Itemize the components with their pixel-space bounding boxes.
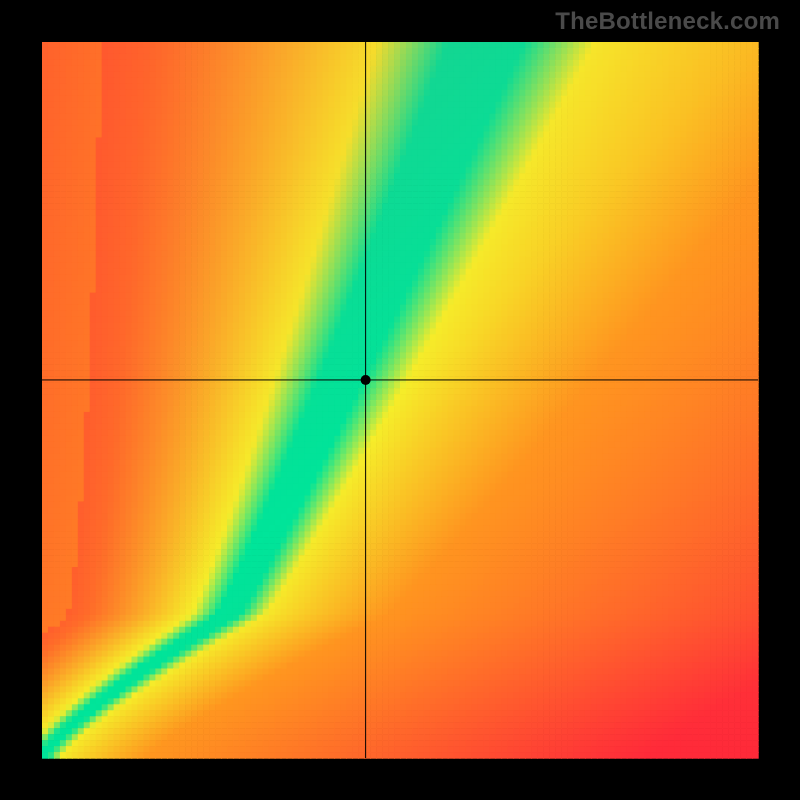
watermark-text: TheBottleneck.com <box>555 8 780 36</box>
bottleneck-heatmap <box>0 0 800 800</box>
